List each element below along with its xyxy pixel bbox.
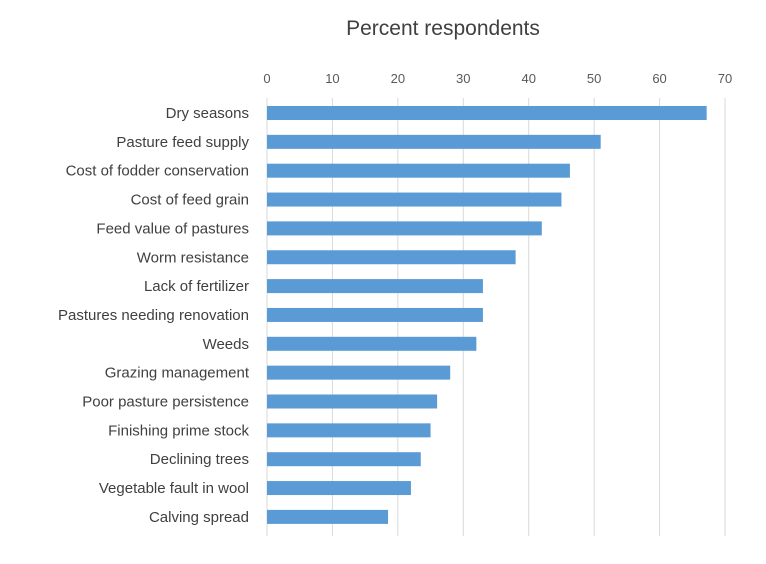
bar xyxy=(267,106,707,120)
category-label: Worm resistance xyxy=(137,249,249,266)
bar xyxy=(267,394,438,409)
bar xyxy=(267,336,477,351)
category-label: Cost of fodder conservation xyxy=(66,163,249,180)
bar xyxy=(267,452,421,467)
category-label: Finishing prime stock xyxy=(108,422,249,439)
x-tick-label: 30 xyxy=(456,71,470,86)
bar xyxy=(267,307,483,322)
x-tick-label: 20 xyxy=(391,71,405,86)
x-tick-label: 50 xyxy=(587,71,601,86)
chart-title: Percent respondents xyxy=(346,17,540,40)
bar xyxy=(267,481,411,496)
bar xyxy=(267,423,431,438)
bar xyxy=(267,192,562,207)
category-label: Grazing management xyxy=(105,365,250,382)
bar xyxy=(267,134,601,149)
category-label: Cost of feed grain xyxy=(131,192,249,209)
x-tick-label: 60 xyxy=(652,71,666,86)
category-label: Pastures needing renovation xyxy=(58,307,249,324)
bar xyxy=(267,365,451,380)
category-labels: Dry seasons Pasture feed supply Cost of fo… xyxy=(58,105,250,526)
bars xyxy=(267,106,707,524)
category-label: Lack of fertilizer xyxy=(144,278,249,295)
category-label: Pasture feed supply xyxy=(116,134,249,151)
bar xyxy=(267,221,542,236)
x-tick-label: 70 xyxy=(718,71,732,86)
category-label: Feed value of pastures xyxy=(96,220,249,237)
x-axis-tick-labels: 0 10 20 30 40 50 60 70 xyxy=(263,71,732,86)
bar xyxy=(267,163,570,178)
category-label: Poor pasture persistence xyxy=(82,394,249,411)
category-label: Calving spread xyxy=(149,509,249,526)
x-tick-label: 40 xyxy=(521,71,535,86)
bar xyxy=(267,509,389,524)
bar xyxy=(267,279,483,294)
bar xyxy=(267,250,516,265)
category-label: Declining trees xyxy=(150,451,249,468)
category-label: Vegetable fault in wool xyxy=(99,480,249,497)
category-label: Dry seasons xyxy=(166,105,249,122)
x-tick-label: 0 xyxy=(263,71,270,86)
x-tick-label: 10 xyxy=(325,71,339,86)
category-label: Weeds xyxy=(203,336,249,353)
